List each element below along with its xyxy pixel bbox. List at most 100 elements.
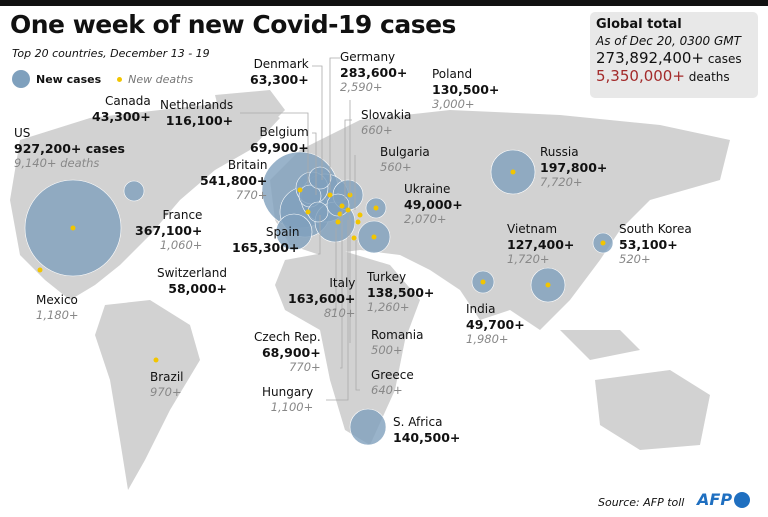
label-india: India 49,700+ 1,980+	[466, 302, 525, 347]
south-america	[95, 300, 200, 490]
case-count: 53,100+	[619, 237, 678, 252]
label-spain: Spain 165,300+	[232, 225, 299, 255]
bubble-canada	[123, 180, 145, 202]
global-deaths-value: 5,350,000+	[596, 67, 685, 85]
bubble-switzerland	[307, 201, 329, 223]
label-romania: Romania 500+	[371, 328, 423, 358]
case-count: 927,200+ cases	[14, 141, 125, 156]
death-count: 3,000+	[432, 97, 475, 111]
case-count: 58,000+	[168, 281, 227, 296]
southeast-asia	[560, 330, 640, 360]
death-count: 1,260+	[367, 300, 410, 314]
label-turkey: Turkey 138,500+ 1,260+	[367, 270, 434, 315]
global-deaths-unit: deaths	[688, 70, 730, 84]
country-name: Netherlands	[160, 98, 234, 112]
country-name: AFP	[697, 490, 733, 509]
death-count: 640+	[371, 383, 403, 397]
case-count: 68,900+	[261, 345, 321, 360]
case-count: 127,400+	[507, 237, 575, 252]
case-count: 283,600+	[340, 65, 408, 80]
bubble-czech	[326, 193, 350, 217]
death-count: 1,060+	[159, 238, 203, 252]
land-masses	[10, 90, 730, 490]
country-name: S. Africa	[393, 415, 443, 429]
case-count: 63,300+	[250, 72, 309, 87]
death-count: 770+	[235, 188, 268, 202]
label-brazil: Brazil 970+	[150, 370, 184, 400]
case-count: 367,100+	[135, 223, 203, 238]
country-name: Switzerland	[157, 266, 227, 280]
country-name: Denmark	[253, 57, 309, 71]
australia	[595, 370, 710, 450]
country-name: Greece	[371, 368, 414, 382]
country-name: Czech Rep.	[254, 330, 321, 344]
death-count: 1,980+	[466, 332, 509, 346]
legend-new-deaths: New deaths	[128, 72, 194, 86]
global-as-of: As of Dec 20, 0300 GMT	[596, 34, 741, 48]
label-france: France 367,100+ 1,060+	[135, 208, 202, 253]
global-heading: Global total	[596, 17, 682, 32]
afp-logo: AFP	[697, 490, 751, 509]
label-us: US 927,200+ cases 9,140+ deaths	[14, 126, 125, 171]
country-name: South Korea	[619, 222, 692, 236]
bubble-spain	[275, 213, 313, 251]
new-deaths-dot-icon	[117, 76, 123, 82]
country-name: Hungary	[262, 385, 314, 399]
country-name: Ukraine	[404, 182, 451, 196]
label-s-africa: S. Africa 140,500+	[393, 415, 460, 445]
label-belgium: Belgium 69,900+	[250, 125, 309, 155]
case-count: 43,300+	[92, 109, 151, 124]
death-dots	[37, 169, 606, 363]
country-name: Brazil	[150, 370, 184, 384]
death-count: 1,720+	[507, 252, 550, 266]
death-count: 810+	[323, 306, 356, 320]
greenland	[215, 90, 285, 140]
death-count: 7,720+	[540, 175, 583, 189]
death-count: 520+	[619, 252, 651, 266]
country-name: Slovakia	[361, 108, 412, 122]
label-bulgaria: Bulgaria 560+	[380, 145, 430, 175]
label-mexico: Mexico 1,180+	[36, 293, 79, 323]
label-germany: Germany 283,600+ 2,590+	[340, 50, 407, 95]
bubble-s-africa	[349, 408, 387, 446]
country-name: Poland	[432, 67, 473, 81]
country-name: Spain	[265, 225, 300, 239]
country-name: Vietnam	[507, 222, 558, 236]
country-name: Turkey	[367, 270, 407, 284]
bubble-denmark	[308, 166, 332, 190]
death-count: 500+	[371, 343, 403, 357]
label-poland: Poland 130,500+ 3,000+	[432, 67, 499, 112]
label-britain: Britain 541,800+ 770+	[200, 158, 267, 203]
country-name: Germany	[340, 50, 396, 64]
case-count: 49,700+	[466, 317, 525, 332]
death-count: 2,590+	[340, 80, 383, 94]
case-count: 541,800+	[200, 173, 268, 188]
label-netherlands: Netherlands 116,100+	[160, 98, 233, 128]
country-name: Romania	[371, 328, 424, 342]
case-count: 138,500+	[367, 285, 435, 300]
label-greece: Greece 640+	[371, 368, 414, 398]
case-count: 163,600+	[288, 291, 356, 306]
page-title: One week of new Covid-19 cases	[10, 10, 456, 39]
label-russia: Russia 197,800+ 7,720+	[540, 145, 607, 190]
country-name: US	[14, 126, 31, 140]
country-name: Mexico	[36, 293, 78, 307]
legend-new-cases: New cases	[36, 72, 102, 86]
leader-lines	[240, 57, 360, 401]
europe-asia	[270, 110, 730, 330]
label-vietnam: Vietnam 127,400+ 1,720+	[507, 222, 574, 267]
new-cases-circle-icon	[12, 70, 30, 88]
legend: New cases New deaths	[12, 70, 193, 88]
global-cases-unit: cases	[707, 52, 742, 66]
death-count: 660+	[361, 123, 393, 137]
global-total-box: Global total As of Dec 20, 0300 GMT 273,…	[590, 12, 758, 98]
country-name: Bulgaria	[380, 145, 430, 159]
case-count: 130,500+	[432, 82, 500, 97]
case-count: 49,000+	[404, 197, 463, 212]
label-denmark: Denmark 63,300+	[250, 57, 309, 87]
label-czech-rep: Czech Rep. 68,900+ 770+	[254, 330, 321, 375]
country-name: India	[466, 302, 496, 316]
label-italy: Italy 163,600+ 810+	[288, 276, 355, 321]
global-cases-value: 273,892,400+	[596, 49, 704, 67]
